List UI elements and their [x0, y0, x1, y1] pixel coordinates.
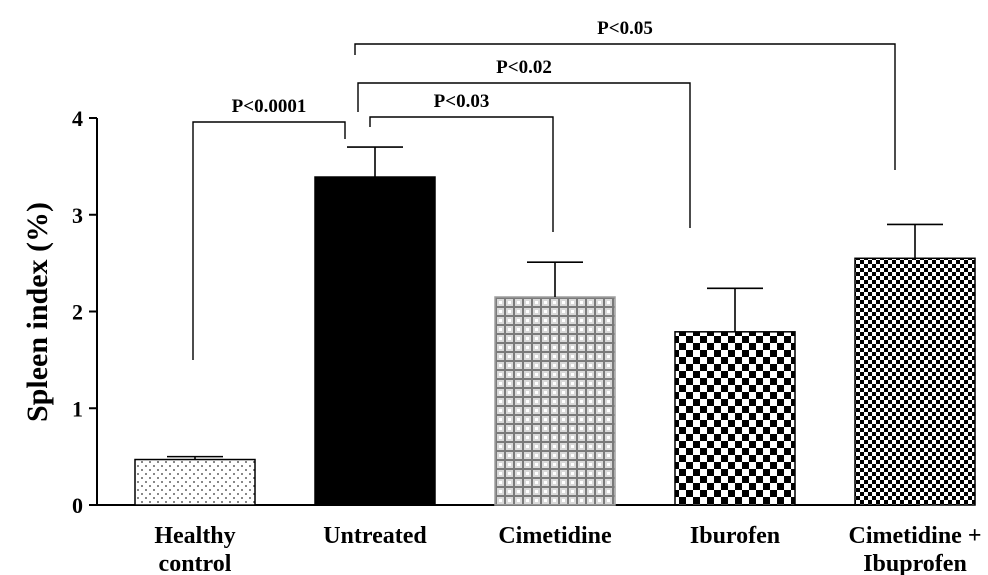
significance-bracket: [354, 43, 896, 170]
p-value-label: P<0.02: [496, 57, 552, 78]
error-bars: [167, 146, 943, 460]
significance-bracket: [357, 82, 691, 228]
y-tick-label: 4: [72, 106, 83, 131]
bar: [674, 331, 796, 506]
significance-bracket: [192, 121, 346, 360]
y-tick-label: 1: [72, 396, 83, 421]
p-value-label: P<0.03: [434, 91, 490, 112]
x-tick-label: Cimetidine +: [849, 523, 982, 549]
y-ticks: 0 1 2 3 4: [72, 106, 97, 518]
x-tick-label: Ibuprofen: [863, 551, 967, 575]
bar: [854, 257, 976, 506]
bars: [134, 176, 976, 506]
x-tick-label: Cimetidine: [498, 523, 612, 549]
x-tick-label: control: [159, 551, 232, 575]
x-tick-label: Healthy: [154, 523, 235, 549]
bar: [314, 176, 436, 506]
significance-bracket: [369, 116, 554, 232]
significance-brackets: P<0.0001 P<0.03 P<0.02 P<0.05: [192, 18, 896, 360]
y-tick-label: 0: [72, 493, 83, 518]
x-tick-label: Untreated: [323, 523, 427, 549]
bar: [494, 296, 616, 506]
y-tick-label: 2: [72, 300, 83, 325]
p-value-label: P<0.05: [597, 18, 653, 39]
bar: [134, 458, 256, 506]
p-value-label: P<0.0001: [232, 96, 307, 117]
y-axis-title: Spleen index (%): [21, 202, 54, 422]
y-tick-label: 3: [72, 203, 83, 228]
x-tick-label: Iburofen: [690, 523, 780, 549]
